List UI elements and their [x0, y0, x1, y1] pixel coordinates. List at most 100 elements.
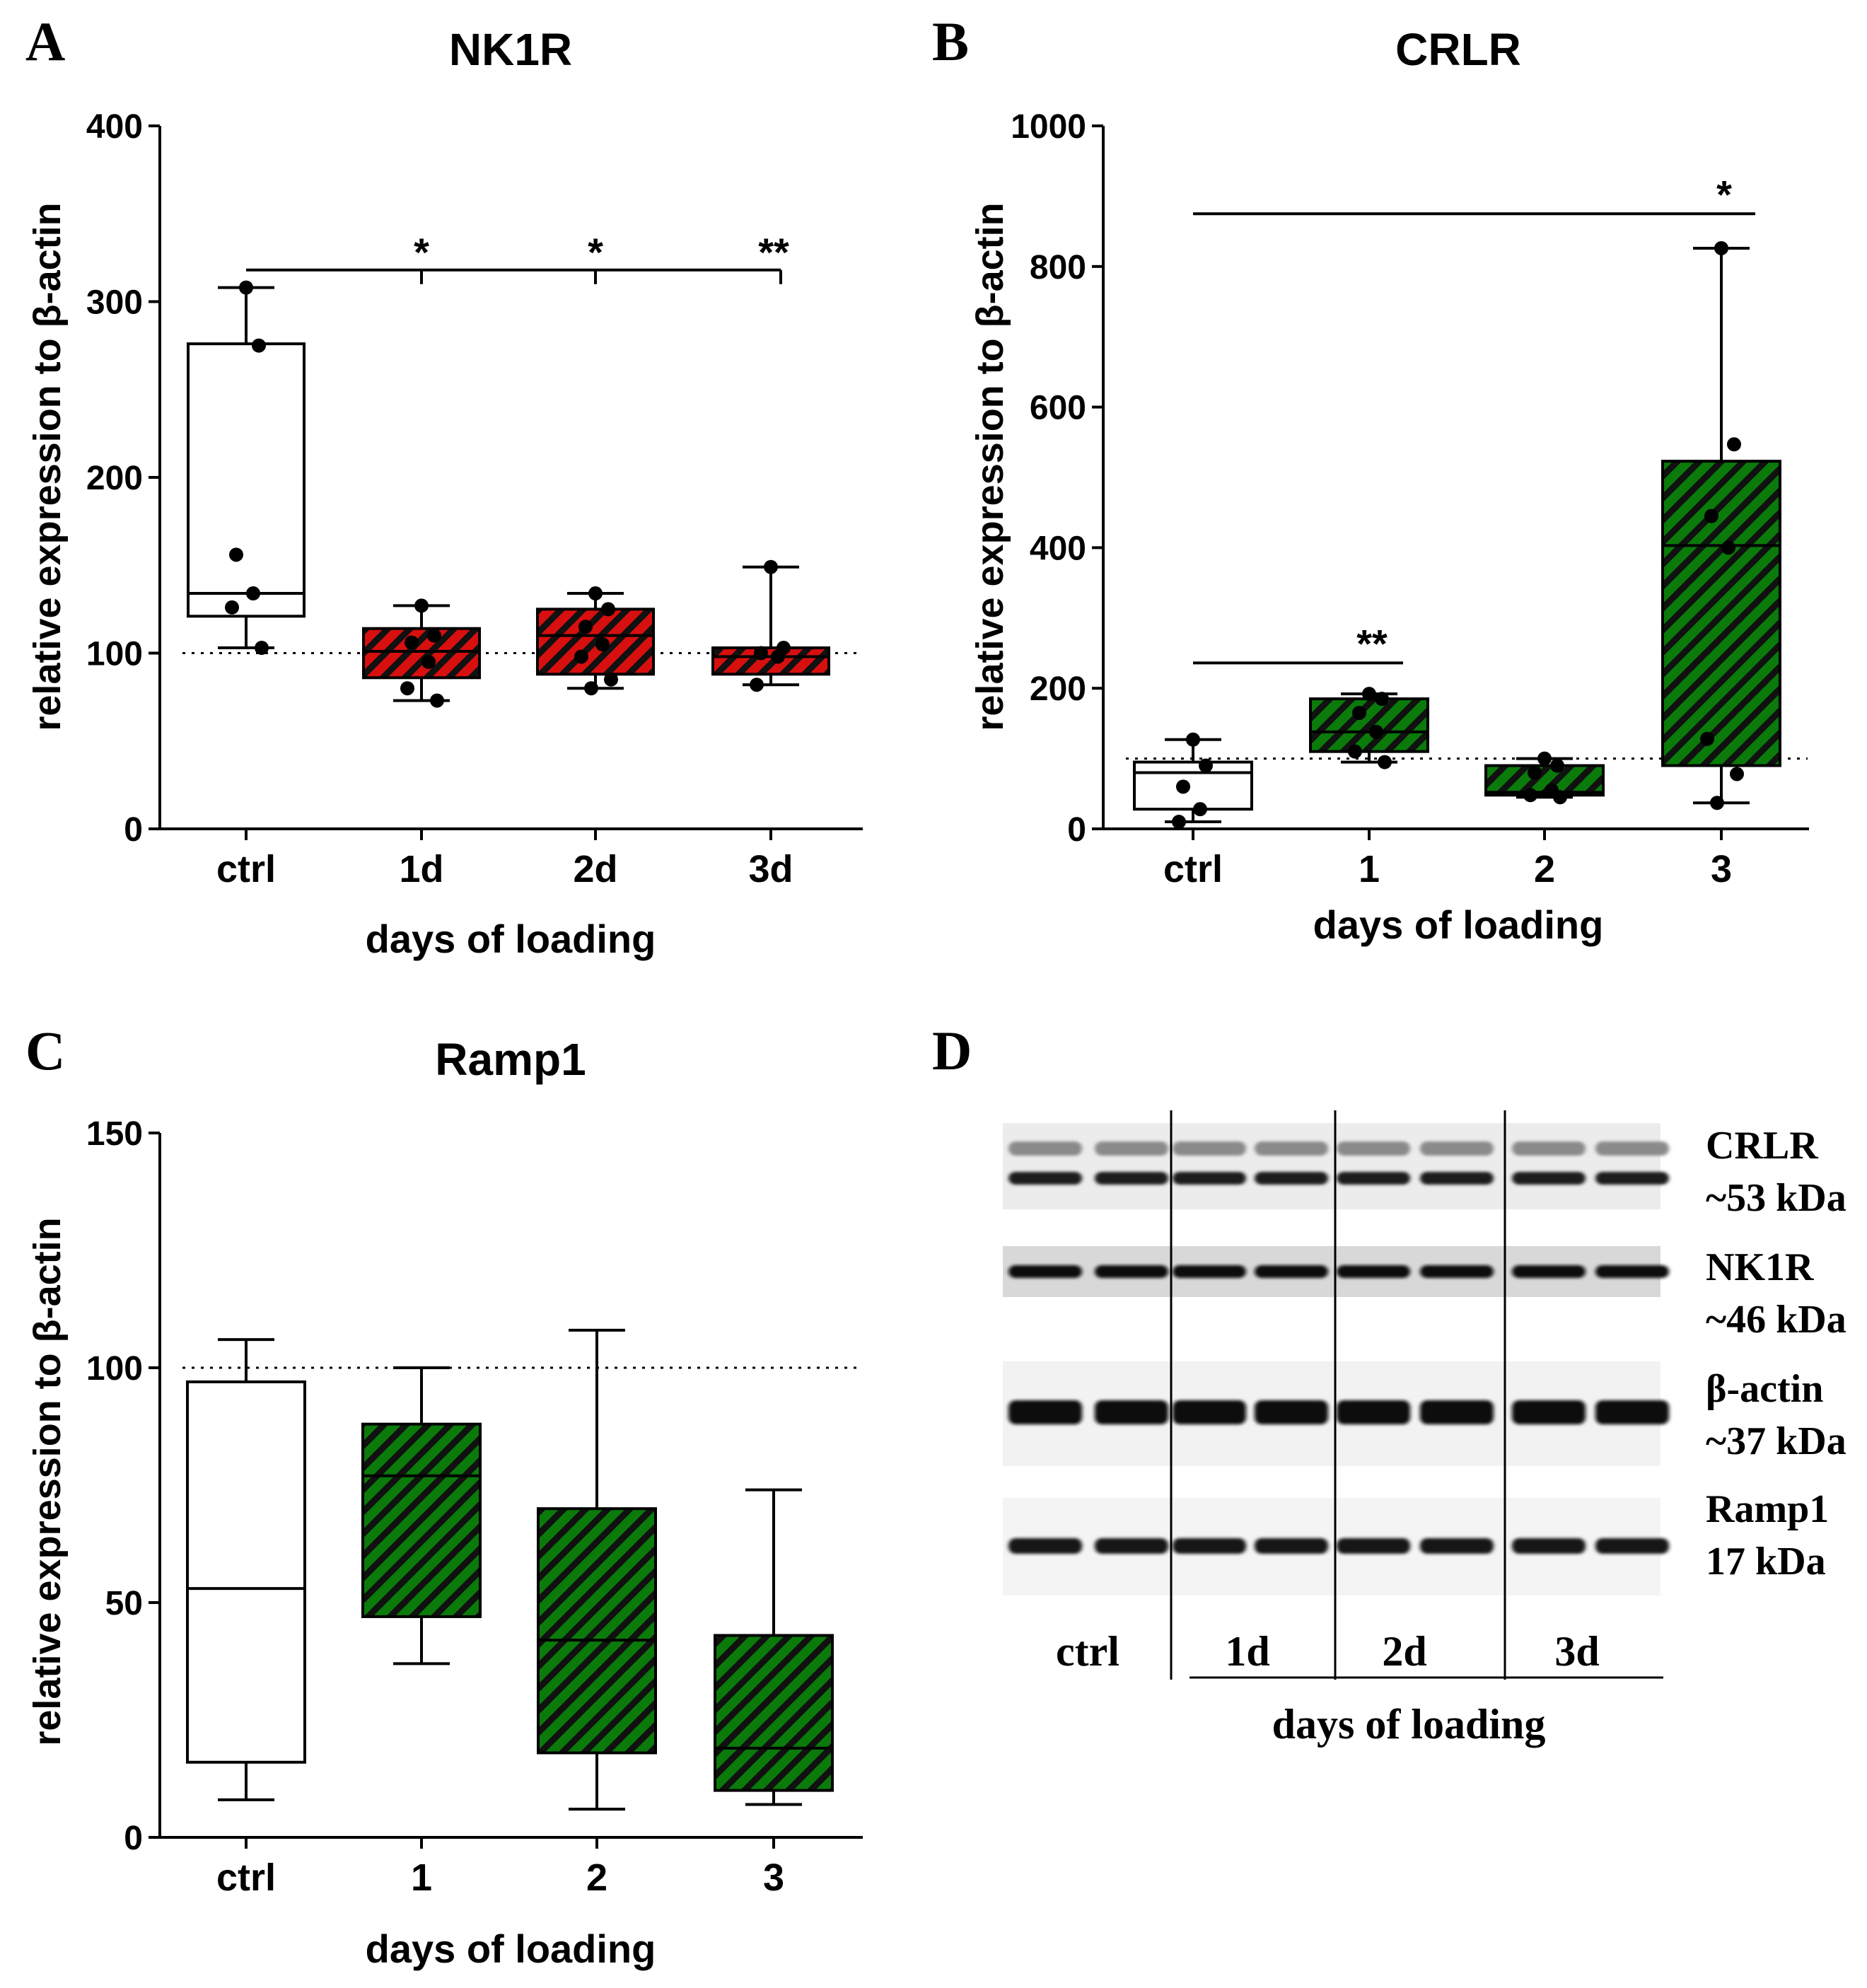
blot-band	[1255, 1141, 1328, 1156]
data-point	[1700, 731, 1714, 746]
blot-band	[1595, 1172, 1669, 1185]
data-point	[1704, 508, 1718, 523]
data-point	[1352, 705, 1366, 720]
y-tick-label: 200	[86, 460, 143, 497]
data-point	[601, 602, 615, 617]
data-point	[1714, 240, 1728, 255]
data-point	[1362, 687, 1376, 702]
data-point	[405, 635, 419, 650]
data-point	[1537, 751, 1552, 766]
box-iqr	[537, 1507, 657, 1755]
blot-band	[1008, 1265, 1082, 1278]
blot-size-crlr: ~53 kDa	[1706, 1176, 1846, 1220]
blot-size-nk1r: ~46 kDa	[1706, 1298, 1846, 1342]
blot-band	[1512, 1538, 1586, 1554]
blot-label-nk1r: NK1R	[1706, 1245, 1814, 1289]
blot-band	[1595, 1538, 1669, 1554]
blot-band	[1173, 1141, 1246, 1156]
x-tick-label: 3	[763, 1856, 784, 1899]
box-iqr	[1309, 697, 1429, 753]
data-point	[578, 620, 593, 634]
blot-band	[1173, 1265, 1246, 1278]
x-tick-label: ctrl	[216, 848, 276, 890]
box-iqr	[1661, 460, 1781, 767]
panel-letter-d: D	[932, 1020, 972, 1081]
box-ctrl	[1133, 738, 1253, 824]
x-tick-label: 1	[1359, 848, 1380, 890]
blot-background	[1003, 1123, 1660, 1209]
blot-band	[1173, 1172, 1246, 1185]
y-tick-label: 200	[1030, 670, 1086, 708]
box-3	[714, 1488, 834, 1806]
blot-band	[1008, 1141, 1082, 1156]
significance-label: **	[1356, 621, 1388, 665]
x-tick-label: 2d	[573, 848, 617, 890]
data-point	[427, 628, 441, 643]
data-point	[1375, 692, 1389, 707]
box-1d	[362, 604, 481, 702]
significance-label: *	[1716, 172, 1732, 216]
blot-band	[1255, 1265, 1328, 1278]
y-tick-label: 0	[124, 811, 143, 849]
lane-group-2d: 2d	[1382, 1628, 1426, 1675]
blot-strip-crlr	[1003, 1123, 1669, 1209]
box-2	[537, 1328, 657, 1811]
data-point	[771, 649, 785, 664]
blot-band	[1008, 1400, 1082, 1424]
data-point	[1730, 767, 1744, 781]
box-ctrl	[186, 1338, 306, 1801]
blot-band	[1512, 1400, 1586, 1424]
blot-band	[1595, 1265, 1669, 1278]
x-tick-label: 1d	[399, 848, 443, 890]
chart-title-c: Ramp1	[435, 1034, 586, 1085]
lane-group-1d: 1d	[1225, 1628, 1269, 1675]
blot-band	[1420, 1538, 1494, 1554]
significance-label: *	[588, 230, 603, 274]
y-tick-label: 1000	[1011, 108, 1086, 146]
data-point	[421, 654, 436, 669]
y-tick-label: 400	[86, 108, 143, 146]
x-tick-label: ctrl	[1163, 848, 1223, 890]
significance-label: **	[758, 230, 789, 274]
data-point	[246, 586, 260, 601]
data-point	[588, 586, 603, 601]
x-axis-label-c: days of loading	[366, 1926, 656, 1971]
blot-band	[1420, 1400, 1494, 1424]
y-tick-label: 800	[1030, 249, 1086, 286]
blot-band	[1173, 1538, 1246, 1554]
x-tick-label: 2	[1534, 848, 1555, 890]
data-point	[430, 693, 444, 708]
blot-band	[1337, 1172, 1410, 1185]
blot-band	[1008, 1538, 1082, 1554]
blot-band	[1008, 1172, 1082, 1185]
data-point	[252, 338, 266, 353]
y-tick-label: 600	[1030, 390, 1086, 427]
blot-label-crlr: CRLR	[1706, 1124, 1818, 1168]
box-iqr	[361, 1422, 482, 1618]
blot-band	[1095, 1172, 1168, 1185]
data-point	[1378, 755, 1392, 769]
blot-band	[1173, 1400, 1246, 1424]
data-point	[1176, 779, 1190, 794]
blot-band	[1512, 1172, 1586, 1185]
data-point	[414, 598, 429, 613]
blot-band	[1595, 1141, 1669, 1156]
box-iqr	[362, 627, 481, 680]
data-point	[1528, 765, 1542, 780]
data-point	[595, 637, 610, 652]
x-tick-label: ctrl	[216, 1856, 276, 1899]
lane-group-ctrl: ctrl	[1056, 1628, 1119, 1675]
panel-letter-c: C	[25, 1020, 65, 1081]
blot-size-ramp1: 17 kDa	[1706, 1540, 1826, 1583]
x-axis-label-b: days of loading	[1313, 902, 1604, 947]
blot-band	[1095, 1265, 1168, 1278]
data-point	[225, 600, 239, 615]
data-point	[1186, 732, 1200, 747]
box-2d	[536, 592, 655, 690]
blot-strip-b-actin	[1003, 1361, 1669, 1466]
blot-size-b-actin: ~37 kDa	[1706, 1419, 1846, 1463]
box-3d	[711, 565, 830, 687]
